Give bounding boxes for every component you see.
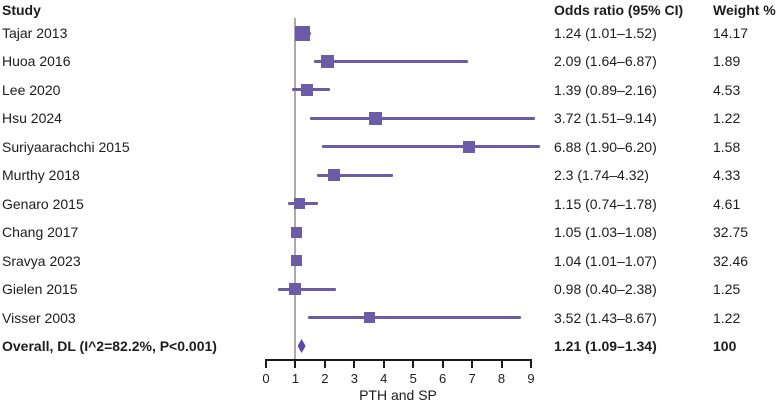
weight-value: 4.53 [713, 81, 741, 98]
or-marker [288, 283, 301, 296]
weight-value: 4.61 [713, 195, 741, 212]
weight-column-header: Weight % [713, 2, 776, 18]
weight-value: 1.89 [713, 53, 741, 70]
or-value: 0.98 (0.40–2.38) [554, 281, 657, 298]
or-marker [294, 198, 306, 210]
study-label: Tajar 2013 [2, 25, 68, 41]
axis-tick [353, 359, 356, 368]
odds-ratio-column-header: Odds ratio (95% CI) [554, 2, 684, 18]
or-marker [364, 312, 376, 323]
study-label: Gielen 2015 [2, 281, 78, 298]
or-marker [321, 54, 335, 68]
axis-tick [294, 359, 297, 368]
axis-tick-label: 2 [321, 371, 329, 386]
weight-value: 1.22 [713, 309, 741, 326]
or-marker [300, 83, 313, 96]
axis-tick-label: 0 [262, 371, 270, 386]
axis-tick [471, 359, 474, 368]
or-marker [291, 255, 303, 267]
or-value: 1.24 (1.01–1.52) [554, 25, 657, 41]
axis-tick [382, 359, 385, 368]
study-label: Overall, DL (I^2=82.2%, P<0.001) [2, 337, 217, 354]
ci-line [277, 287, 337, 291]
or-value: 2.09 (1.64–6.87) [554, 53, 657, 70]
weight-value: 4.33 [713, 167, 741, 184]
axis-tick-label: 1 [291, 371, 300, 386]
axis-tick-label: 9 [527, 371, 535, 386]
or-value: 3.52 (1.43–8.67) [554, 309, 657, 326]
ci-line [308, 316, 522, 319]
weight-value: 100 [713, 337, 737, 354]
weight-value: 1.58 [713, 138, 741, 155]
or-marker [462, 140, 475, 153]
study-label: Visser 2003 [2, 309, 76, 326]
ci-line [317, 173, 394, 177]
axis-tick [441, 359, 444, 368]
weight-value: 14.17 [713, 25, 749, 41]
or-value: 3.72 (1.51–9.14) [554, 110, 657, 127]
or-value: 1.05 (1.03–1.08) [554, 224, 657, 241]
study-label: Huoa 2016 [2, 53, 71, 70]
overall-diamond [297, 338, 306, 353]
weight-value: 32.46 [713, 252, 749, 269]
axis-tick [500, 359, 503, 368]
or-value: 1.39 (0.89–2.16) [554, 81, 657, 98]
study-label: Lee 2020 [2, 81, 61, 98]
study-label: Murthy 2018 [2, 167, 80, 184]
reference-line [294, 18, 297, 359]
study-column-header: Study [2, 2, 41, 18]
or-marker [369, 111, 383, 125]
ci-line [310, 116, 536, 120]
axis-tick-label: 7 [468, 371, 476, 386]
or-value: 1.04 (1.01–1.07) [554, 252, 657, 269]
study-label: Chang 2017 [2, 224, 79, 241]
axis-tick-label: 3 [350, 371, 358, 386]
or-marker [295, 25, 310, 41]
or-value: 1.21 (1.09–1.34) [554, 337, 657, 354]
study-label: Sravya 2023 [2, 252, 81, 269]
or-value: 6.88 (1.90–6.20) [554, 138, 657, 155]
or-marker [291, 226, 303, 238]
weight-value: 1.25 [713, 281, 741, 298]
study-label: Genaro 2015 [2, 195, 84, 212]
axis-tick-label: 4 [380, 371, 388, 386]
or-value: 1.15 (0.74–1.78) [554, 195, 657, 212]
axis-tick-label: 8 [497, 371, 506, 386]
study-label: Hsu 2024 [2, 110, 62, 127]
axis-tick [412, 359, 415, 368]
ci-line [321, 145, 540, 149]
or-marker [327, 169, 340, 182]
or-value: 2.3 (1.74–4.32) [554, 167, 649, 184]
x-axis-label: PTH and SP [359, 387, 437, 403]
axis-tick-label: 6 [439, 371, 447, 386]
weight-value: 32.75 [713, 224, 749, 241]
axis-tick [529, 359, 532, 368]
ci-line [314, 59, 469, 63]
x-axis-line [265, 359, 532, 361]
axis-tick [265, 359, 267, 368]
weight-value: 1.22 [713, 110, 741, 127]
axis-tick-label: 5 [409, 371, 417, 386]
study-label: Suriyaarachchi 2015 [2, 138, 130, 155]
axis-tick [323, 359, 326, 368]
